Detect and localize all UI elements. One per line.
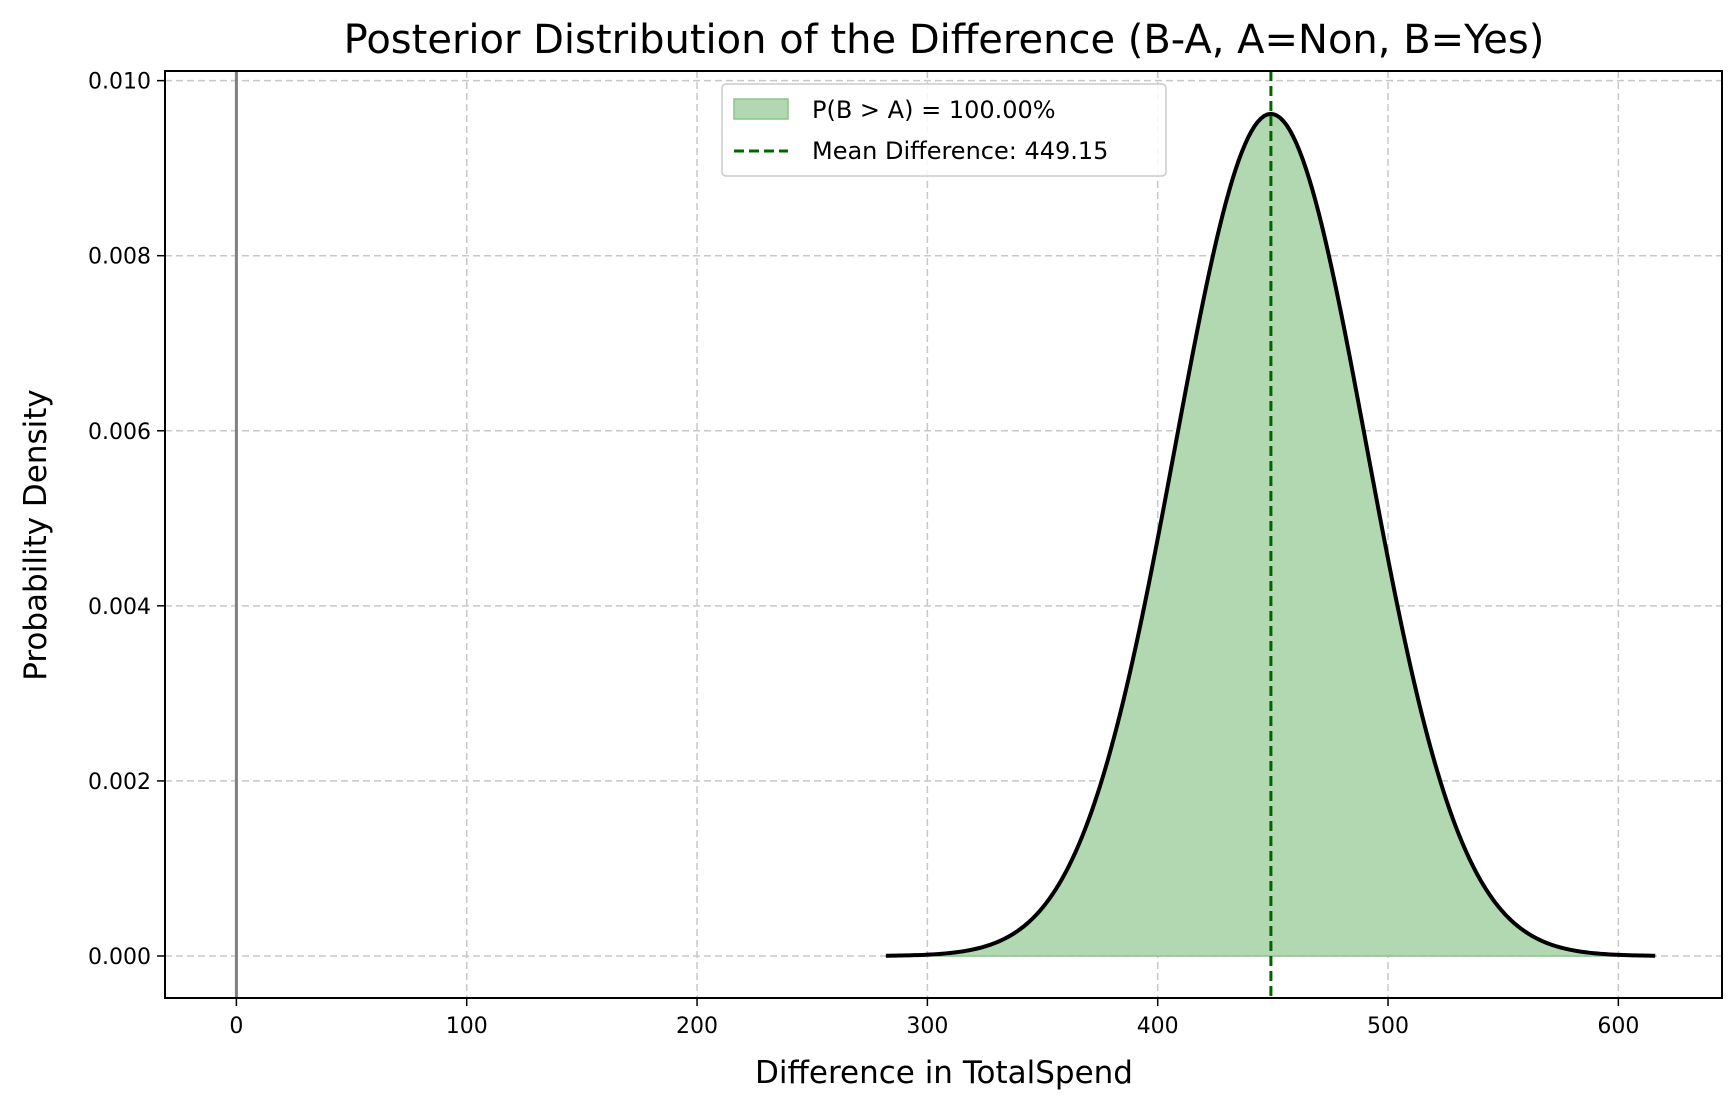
y-tick-label: 0.006: [88, 420, 151, 445]
plot-frame: [164, 70, 1723, 999]
reference-lines-layer: [234, 71, 1273, 998]
y-tick-label: 0.010: [88, 70, 151, 95]
chart-title: Posterior Distribution of the Difference…: [344, 17, 1545, 63]
grid: [165, 71, 1722, 998]
x-axis-ticks: 0 100 200 300 400 500 600: [229, 998, 1639, 1039]
x-tick-label: 100: [446, 1014, 488, 1039]
y-tick-label: 0.008: [88, 245, 151, 270]
legend-box: [721, 83, 1167, 177]
legend-swatch-fill: [733, 98, 789, 120]
y-tick-label: 0.000: [88, 945, 151, 970]
x-tick-label: 0: [229, 1014, 243, 1039]
x-axis-label: Difference in TotalSpend: [755, 1055, 1133, 1091]
legend: P(B > A) = 100.00% Mean Difference: 449.…: [721, 83, 1167, 177]
x-tick-label: 600: [1597, 1014, 1639, 1039]
density-curve-line: [885, 111, 1656, 958]
x-tick-label: 400: [1137, 1014, 1179, 1039]
legend-label-mean: Mean Difference: 449.15: [812, 137, 1108, 165]
y-axis-label: Probability Density: [18, 389, 54, 681]
legend-label-probability: P(B > A) = 100.00%: [812, 96, 1056, 124]
y-tick-label: 0.002: [88, 770, 151, 795]
density-curve-layer: [885, 111, 1656, 958]
x-tick-label: 300: [906, 1014, 948, 1039]
y-axis-ticks: 0.000 0.002 0.004 0.006 0.008 0.010: [88, 70, 165, 970]
y-tick-label: 0.004: [88, 595, 151, 620]
x-tick-label: 500: [1367, 1014, 1409, 1039]
x-tick-label: 200: [676, 1014, 718, 1039]
